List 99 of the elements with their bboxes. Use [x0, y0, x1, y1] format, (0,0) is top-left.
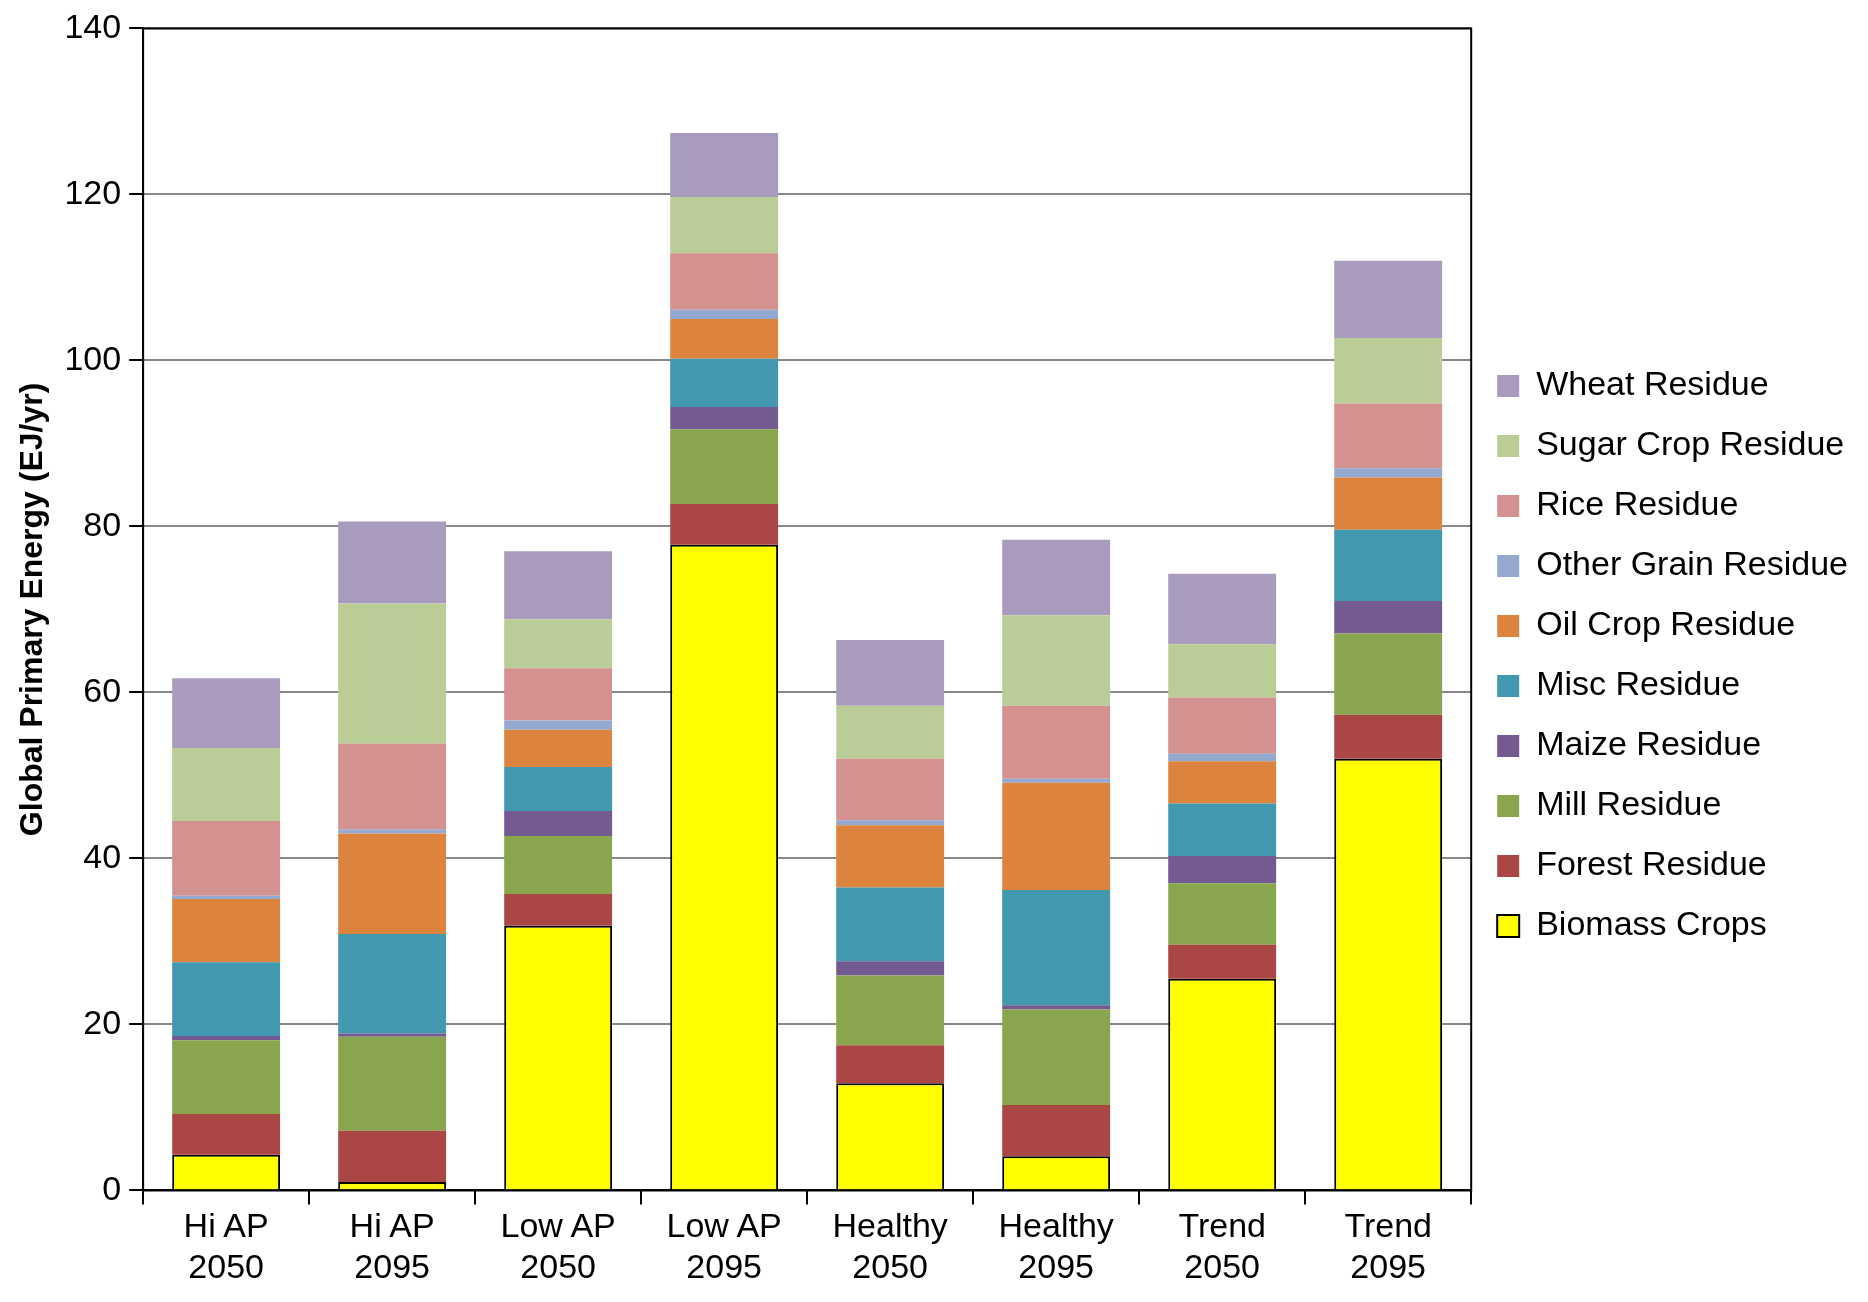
x-tick-label: Trend 2050 [1178, 1206, 1266, 1285]
legend-label: Wheat Residue [1536, 364, 1769, 403]
bar [504, 720, 613, 730]
bar [1168, 644, 1277, 698]
bar [504, 551, 613, 620]
bar [1168, 855, 1277, 884]
legend-label: Forest Residue [1536, 844, 1767, 883]
bar [172, 895, 281, 900]
bar [1334, 468, 1443, 478]
bar [836, 758, 945, 821]
bar [338, 521, 447, 604]
bar [504, 811, 613, 836]
bar [670, 196, 779, 254]
bar [1334, 260, 1443, 338]
bar [1168, 883, 1277, 945]
bar [338, 1033, 447, 1037]
bar [172, 1036, 281, 1041]
bar [338, 743, 447, 830]
legend-label: Misc Residue [1536, 664, 1741, 703]
bar [172, 899, 281, 963]
bar [338, 833, 447, 934]
y-tick-label: 100 [64, 338, 122, 377]
bar [1002, 705, 1111, 779]
bar [1334, 403, 1443, 469]
legend-label: Maize Residue [1536, 724, 1762, 763]
bar [1334, 714, 1443, 759]
bar [1168, 697, 1277, 754]
bar [338, 829, 447, 834]
bar [670, 406, 779, 430]
bar [1168, 803, 1277, 856]
bar [1002, 1104, 1111, 1157]
bar [1168, 944, 1277, 979]
bar [1002, 615, 1111, 706]
bar [338, 1036, 447, 1131]
y-axis-title: Global Primary Energy (EJ/yr) [13, 382, 50, 837]
legend-label: Sugar Crop Residue [1536, 424, 1845, 463]
bar [504, 894, 613, 926]
bar [670, 358, 779, 407]
bar [1168, 753, 1277, 762]
bar [1168, 761, 1277, 804]
bar [836, 887, 945, 962]
y-tick-label: 140 [64, 6, 122, 45]
bar [338, 603, 447, 744]
bar [504, 619, 613, 669]
bar [836, 975, 945, 1046]
x-tick-label: Hi AP 2050 [183, 1206, 269, 1285]
bar [1334, 633, 1443, 715]
legend-label: Mill Residue [1536, 784, 1722, 823]
y-tick-label: 80 [83, 504, 122, 543]
x-tick-label: Low AP 2050 [500, 1206, 616, 1285]
bar [504, 767, 613, 812]
bar [172, 1040, 281, 1115]
bar [172, 748, 281, 822]
y-tick-label: 120 [64, 172, 122, 211]
y-tick-label: 20 [83, 1002, 122, 1041]
bar [670, 318, 779, 359]
bar [836, 825, 945, 888]
bar [836, 705, 945, 759]
bar [504, 729, 613, 768]
bar [1002, 782, 1111, 890]
bar [338, 933, 447, 1034]
x-tick-label: Healthy 2095 [998, 1206, 1114, 1285]
x-tick-label: Healthy 2050 [832, 1206, 948, 1285]
bar [1002, 539, 1111, 616]
bar [338, 1130, 447, 1183]
bar [836, 640, 945, 706]
bar [670, 253, 779, 310]
bar [504, 668, 613, 721]
legend-label: Biomass Crops [1536, 904, 1767, 943]
x-tick-label: Low AP 2095 [666, 1206, 782, 1285]
bar [670, 309, 779, 319]
bar [172, 821, 281, 896]
bar [670, 132, 779, 197]
y-tick-label: 60 [83, 670, 122, 709]
legend-label: Rice Residue [1536, 484, 1739, 523]
bar [1334, 529, 1443, 602]
legend-label: Oil Crop Residue [1536, 604, 1796, 643]
bar [1168, 573, 1277, 645]
bar [1334, 477, 1443, 530]
bar [172, 962, 281, 1037]
legend-label: Other Grain Residue [1536, 544, 1848, 583]
bar [1002, 889, 1111, 1006]
bar [504, 835, 613, 895]
bar [1002, 1009, 1111, 1105]
x-tick-label: Trend 2095 [1344, 1206, 1432, 1285]
bar [1002, 1005, 1111, 1010]
bar [670, 503, 779, 545]
bar [836, 961, 945, 976]
bar [670, 429, 779, 504]
bar [172, 678, 281, 749]
bar [836, 1045, 945, 1084]
bar [1002, 778, 1111, 783]
bar [836, 820, 945, 826]
x-tick-label: Hi AP 2095 [349, 1206, 435, 1285]
bar [1334, 337, 1443, 404]
bar [172, 1114, 281, 1155]
y-tick-label: 0 [102, 1168, 122, 1207]
bar [1334, 601, 1443, 634]
y-tick-label: 40 [83, 836, 122, 875]
